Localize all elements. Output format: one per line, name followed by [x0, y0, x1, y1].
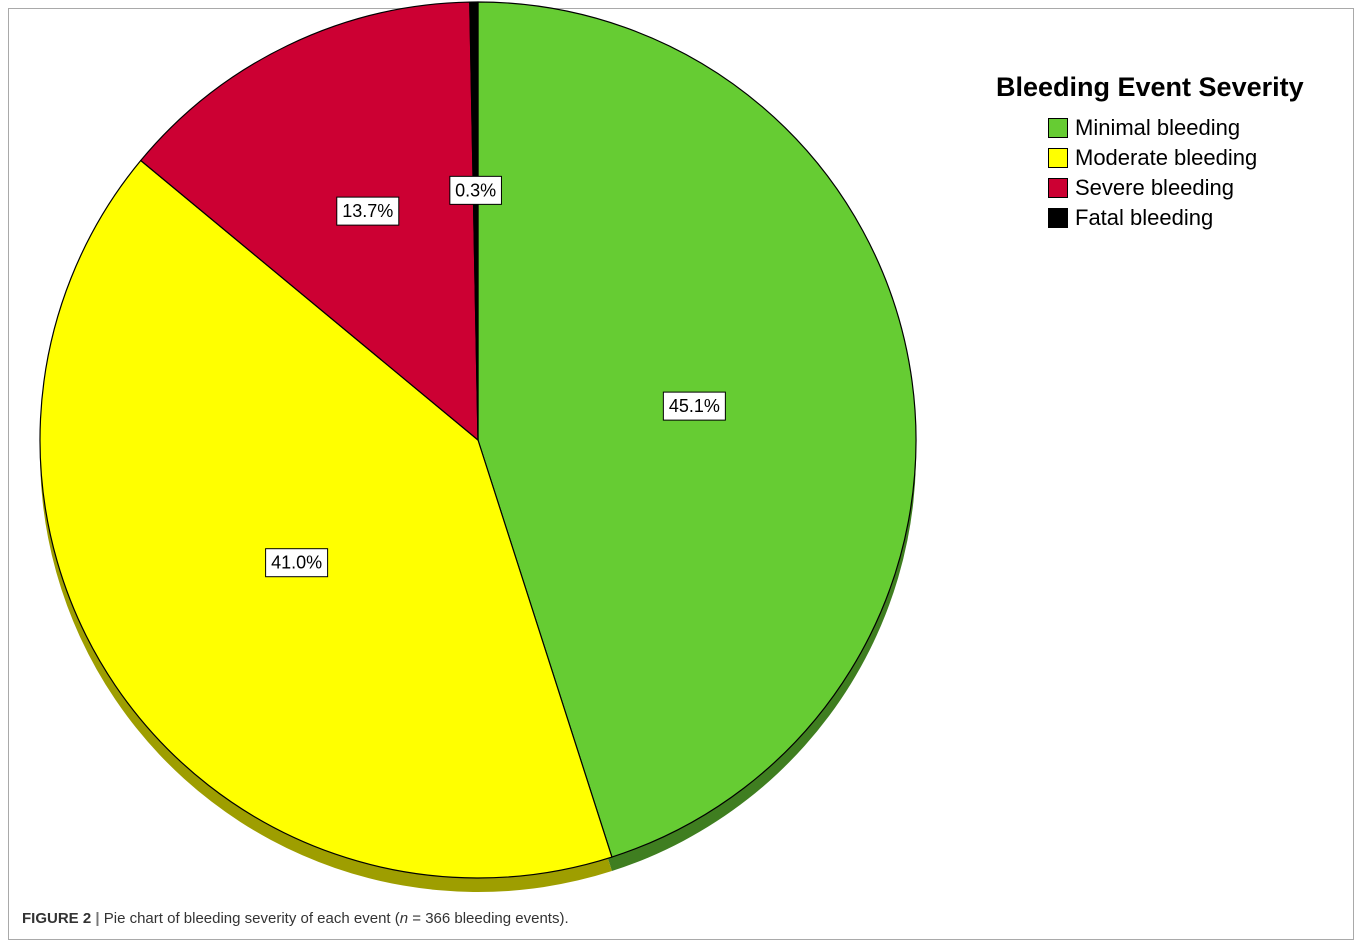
caption-n-symbol: n: [399, 910, 409, 927]
data-label-box: [449, 175, 502, 205]
legend-swatch-severe: [1048, 178, 1068, 198]
figure-frame: [8, 8, 1354, 940]
data-label-text: 45.1%: [669, 396, 720, 416]
legend-swatch-fatal: [1048, 208, 1068, 228]
data-label-box: [662, 391, 726, 421]
data-label-fatal: 0.3%: [449, 175, 502, 205]
figure-label: FIGURE 2: [22, 910, 92, 927]
legend-label-moderate: Moderate bleeding: [1075, 145, 1258, 170]
legend-item-severe: Severe bleeding: [1048, 173, 1336, 203]
data-label-box: [336, 196, 400, 226]
pie-slice-severe: [140, 1, 479, 441]
data-label-box: [265, 548, 329, 578]
legend-label-severe: Severe bleeding: [1075, 175, 1235, 200]
data-label-text: 0.3%: [455, 180, 496, 200]
figure-caption: FIGURE 2 | Pie chart of bleeding severit…: [22, 910, 569, 927]
pie-slice-fatal: [469, 1, 479, 441]
legend: Bleeding Event Severity Minimal bleeding…: [996, 72, 1336, 233]
legend-label-minimal: Minimal bleeding: [1075, 115, 1241, 140]
legend-label-fatal: Fatal bleeding: [1075, 205, 1214, 230]
pie-top: [39, 1, 917, 879]
data-label-text: 13.7%: [342, 201, 393, 221]
legend-item-fatal: Fatal bleeding: [1048, 203, 1336, 233]
caption-text-after: = 366 bleeding events).: [408, 910, 569, 927]
legend-swatch-moderate: [1048, 148, 1068, 168]
caption-text-before: Pie chart of bleeding severity of each e…: [103, 910, 400, 927]
data-label-moderate: 41.0%: [265, 548, 329, 578]
legend-item-moderate: Moderate bleeding: [1048, 143, 1336, 173]
legend-swatch-minimal: [1048, 118, 1068, 138]
data-label-text: 41.0%: [271, 553, 322, 573]
pie-slice-moderate: [39, 159, 613, 879]
data-label-severe: 13.7%: [336, 196, 400, 226]
legend-title: Bleeding Event Severity: [996, 72, 1304, 102]
data-label-minimal: 45.1%: [662, 391, 726, 421]
pie-slice-minimal: [477, 1, 917, 858]
caption-separator: |: [95, 910, 100, 927]
legend-item-minimal: Minimal bleeding: [1048, 113, 1336, 143]
